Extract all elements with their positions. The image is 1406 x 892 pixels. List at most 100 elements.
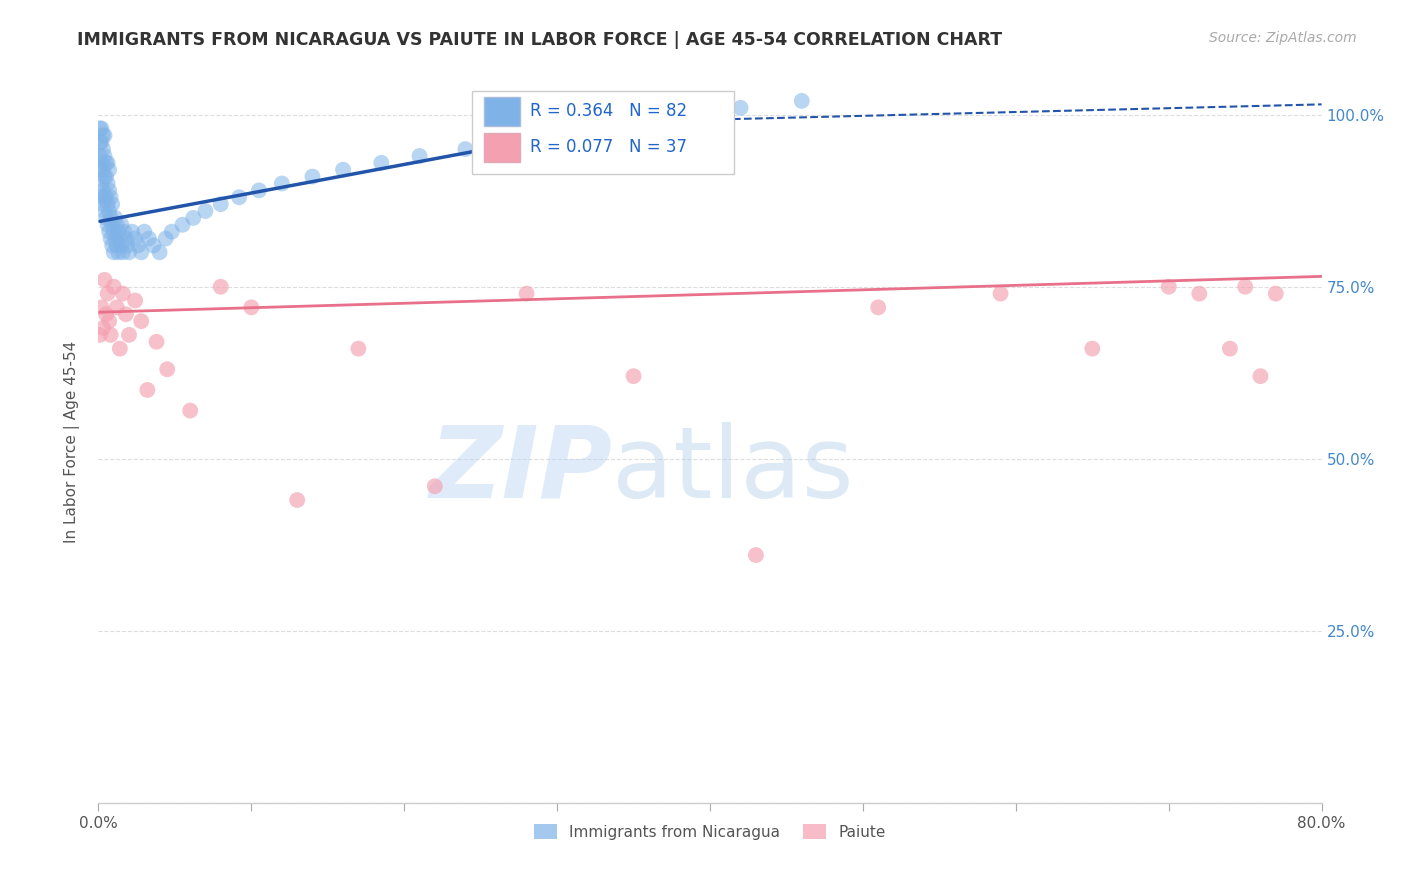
Point [89, 162, 111, 177]
Point [155, 231, 177, 245]
Point [501, 135, 523, 149]
Point [160, 225, 183, 239]
Point [209, 197, 232, 211]
Point [93, 204, 115, 219]
Point [127, 238, 149, 252]
Point [136, 383, 159, 397]
Text: ZIP: ZIP [429, 422, 612, 519]
Point [172, 218, 194, 232]
Point [115, 307, 138, 321]
Point [98, 204, 121, 219]
Point [91, 321, 114, 335]
Point [247, 183, 270, 197]
Point [111, 286, 134, 301]
Point [790, 94, 813, 108]
Point [100, 327, 122, 342]
Point [97, 156, 120, 170]
Point [93, 128, 115, 143]
Point [100, 211, 122, 225]
Point [516, 286, 538, 301]
Point [228, 190, 250, 204]
Point [97, 177, 120, 191]
Point [156, 362, 179, 376]
Text: R = 0.077   N = 37: R = 0.077 N = 37 [530, 138, 688, 156]
Point [134, 225, 156, 239]
Point [101, 218, 124, 232]
Point [103, 279, 125, 293]
Point [270, 177, 292, 191]
Point [868, 301, 890, 315]
Point [105, 301, 128, 315]
Point [107, 245, 129, 260]
Point [94, 307, 117, 321]
Point [745, 548, 768, 562]
Point [194, 204, 217, 219]
Point [105, 238, 128, 252]
Point [370, 156, 392, 170]
Point [623, 369, 645, 384]
Point [1157, 279, 1180, 293]
Point [91, 197, 114, 211]
Point [209, 279, 232, 293]
Point [90, 177, 112, 191]
Point [105, 218, 128, 232]
Point [408, 149, 430, 163]
Text: atlas: atlas [612, 422, 853, 519]
Point [91, 183, 114, 197]
Point [637, 114, 661, 128]
Point [108, 342, 131, 356]
Text: R = 0.364   N = 82: R = 0.364 N = 82 [530, 103, 688, 120]
Point [423, 479, 446, 493]
Point [683, 108, 706, 122]
Point [124, 231, 146, 245]
Point [129, 245, 152, 260]
Point [121, 225, 143, 239]
Point [93, 273, 115, 287]
Point [1249, 369, 1271, 384]
Point [301, 169, 323, 184]
Point [90, 121, 112, 136]
Point [347, 342, 370, 356]
Point [179, 403, 201, 417]
Point [138, 231, 160, 245]
Point [1081, 342, 1104, 356]
Text: Source: ZipAtlas.com: Source: ZipAtlas.com [1209, 31, 1357, 45]
Point [110, 238, 132, 252]
Point [111, 245, 134, 260]
Point [100, 190, 122, 204]
Point [90, 156, 112, 170]
Point [103, 225, 125, 239]
Point [97, 218, 120, 232]
Point [91, 128, 114, 143]
Point [98, 314, 121, 328]
FancyBboxPatch shape [471, 91, 734, 174]
Point [91, 162, 114, 177]
Point [101, 238, 124, 252]
Point [104, 211, 127, 225]
Point [149, 245, 172, 260]
Point [117, 238, 139, 252]
Point [285, 493, 308, 508]
Point [1219, 342, 1241, 356]
Point [94, 211, 117, 225]
Point [454, 142, 477, 156]
Point [103, 245, 125, 260]
Point [90, 135, 112, 149]
Point [118, 245, 141, 260]
Point [112, 225, 135, 239]
Point [94, 169, 117, 184]
Legend: Immigrants from Nicaragua, Paiute: Immigrants from Nicaragua, Paiute [529, 818, 891, 846]
Point [1234, 279, 1257, 293]
Point [110, 218, 132, 232]
Bar [484, 133, 520, 162]
Point [107, 225, 129, 239]
Point [124, 293, 146, 308]
Point [332, 162, 354, 177]
Point [89, 327, 111, 342]
Point [98, 225, 121, 239]
Point [990, 286, 1012, 301]
Y-axis label: In Labor Force | Age 45-54: In Labor Force | Age 45-54 [63, 341, 80, 542]
Point [94, 190, 117, 204]
Point [97, 197, 120, 211]
Point [129, 314, 152, 328]
